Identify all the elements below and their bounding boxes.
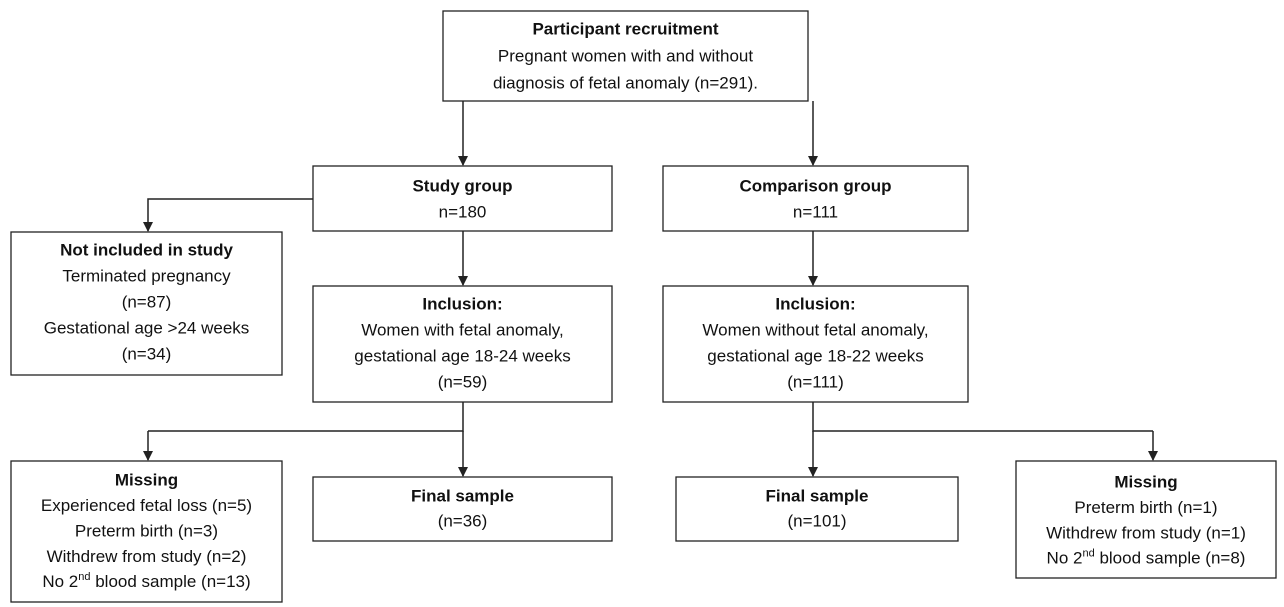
box-line: (n=34)	[122, 344, 172, 363]
box-line: Terminated pregnancy	[62, 266, 231, 285]
arrow	[143, 198, 313, 232]
box: Comparison group n=111	[662, 165, 969, 232]
box-frame	[10, 231, 283, 376]
connectors	[143, 101, 1158, 477]
box-line: Withdrew from study (n=1)	[1046, 523, 1246, 542]
box-title: Comparison group	[739, 176, 891, 195]
box-frame	[312, 476, 613, 542]
box: Participant recruitment Pregnant women wi…	[442, 10, 809, 102]
box-line: (n=36)	[438, 511, 488, 530]
box-line: diagnosis of fetal anomaly (n=291).	[493, 73, 758, 92]
connector	[812, 402, 1153, 432]
box-line: (n=111)	[787, 372, 844, 391]
box: Inclusion: Women without fetal anomaly, ge…	[662, 285, 969, 403]
box-line: n=180	[439, 202, 487, 221]
box-line: Pregnant women with and without	[498, 46, 753, 65]
box-frame	[662, 285, 969, 403]
box-title: Inclusion:	[422, 294, 502, 313]
box-line: Withdrew from study (n=2)	[47, 547, 247, 566]
box-frame	[662, 165, 969, 232]
box-title: Inclusion:	[775, 294, 855, 313]
box-title: Final sample	[766, 486, 869, 505]
box-title: Final sample	[411, 486, 514, 505]
line-part: blood sample (n=13)	[90, 572, 250, 591]
box-frame	[675, 476, 959, 542]
box-line: No 2nd blood sample (n=8)	[1047, 547, 1246, 568]
box-title: Not included in study	[60, 240, 233, 259]
box-frame	[1015, 460, 1277, 579]
superscript: nd	[1082, 547, 1094, 559]
box-line: gestational age 18-22 weeks	[707, 346, 923, 365]
box: Study group n=180	[312, 165, 613, 232]
box-line: (n=59)	[438, 372, 488, 391]
box-line: (n=101)	[787, 511, 846, 530]
superscript: nd	[78, 571, 90, 583]
box-line: Women without fetal anomaly,	[702, 320, 928, 339]
box-title: Participant recruitment	[532, 19, 718, 38]
line-part: blood sample (n=8)	[1095, 549, 1246, 568]
box: Missing Experienced fetal loss (n=5) Prete…	[10, 460, 283, 603]
box-line: Women with fetal anomaly,	[361, 320, 564, 339]
box: Final sample (n=36)	[312, 476, 613, 542]
box-frame	[312, 165, 613, 232]
box: Inclusion: Women with fetal anomaly, gesta…	[312, 285, 613, 403]
box-frame	[10, 460, 283, 603]
box-title: Study group	[412, 176, 512, 195]
box-line: No 2nd blood sample (n=13)	[42, 571, 250, 592]
box-title: Missing	[1114, 472, 1177, 491]
box-line: gestational age 18-24 weeks	[354, 346, 570, 365]
box: Final sample (n=101)	[675, 476, 959, 542]
box-line: Experienced fetal loss (n=5)	[41, 496, 252, 515]
box: Missing Preterm birth (n=1) Withdrew from …	[1015, 460, 1277, 579]
line-part: No 2	[42, 572, 78, 591]
box-line: n=111	[793, 202, 838, 221]
box-title: Missing	[115, 470, 178, 489]
box-line: Gestational age >24 weeks	[44, 318, 250, 337]
box-frame	[442, 10, 809, 102]
box-line: Preterm birth (n=3)	[75, 521, 218, 540]
box-line: (n=87)	[122, 292, 172, 311]
box-frame	[312, 285, 613, 403]
line-part: No 2	[1047, 549, 1083, 568]
box-line: Preterm birth (n=1)	[1074, 498, 1217, 517]
box: Not included in study Terminated pregnanc…	[10, 231, 283, 376]
connector	[148, 402, 464, 432]
boxes: Participant recruitment Pregnant women wi…	[10, 10, 1277, 603]
